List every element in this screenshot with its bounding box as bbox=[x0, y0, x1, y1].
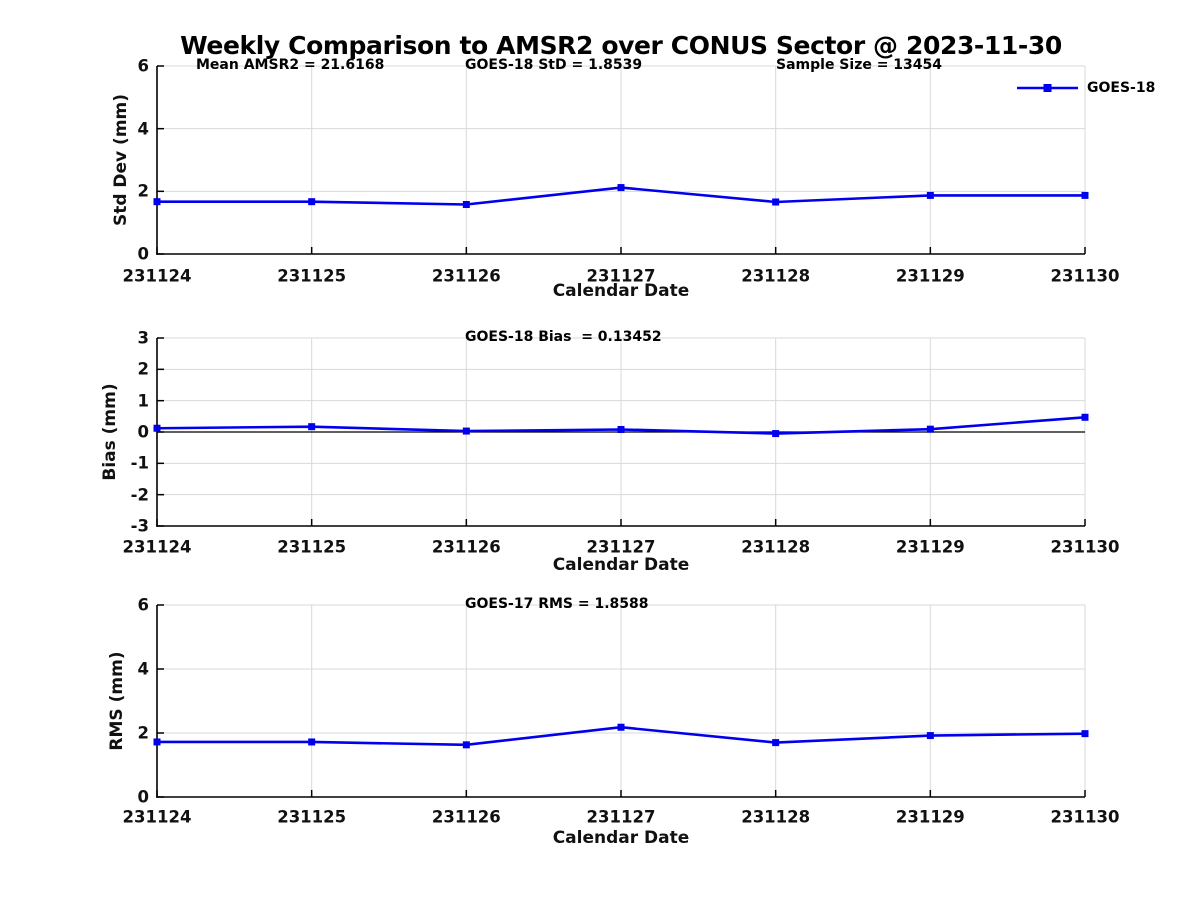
data-marker bbox=[926, 425, 934, 433]
x-tick-label: 231128 bbox=[741, 266, 811, 286]
x-tick-label: 231126 bbox=[431, 266, 501, 286]
x-tick-label: 231130 bbox=[1050, 807, 1120, 827]
x-tick-label: 231126 bbox=[431, 537, 501, 557]
data-marker bbox=[462, 741, 470, 749]
x-tick-label: 231128 bbox=[741, 807, 811, 827]
x-tick-label: 231125 bbox=[277, 807, 347, 827]
data-marker bbox=[462, 200, 470, 208]
y-tick-label: 2 bbox=[137, 359, 149, 379]
data-marker bbox=[617, 723, 625, 731]
annotation-goes18-std: GOES-18 StD = 1.8539 bbox=[465, 57, 643, 73]
data-marker bbox=[462, 427, 470, 435]
y-tick-label: -1 bbox=[130, 453, 149, 473]
annotation-sample-size: Sample Size = 13454 bbox=[776, 57, 943, 73]
x-tick-label: 231126 bbox=[431, 807, 501, 827]
x-tick-label: 231124 bbox=[122, 807, 192, 827]
x-tick-label: 231129 bbox=[895, 537, 965, 557]
y-tick-label: 0 bbox=[137, 787, 149, 807]
data-marker bbox=[617, 425, 625, 433]
y-axis-label-bias: Bias (mm) bbox=[100, 383, 120, 481]
x-tick-label: 231128 bbox=[741, 537, 811, 557]
x-axis-label-bias: Calendar Date bbox=[552, 555, 690, 575]
x-tick-label: 231130 bbox=[1050, 537, 1120, 557]
y-tick-label: 0 bbox=[137, 244, 149, 264]
x-tick-label: 231129 bbox=[895, 266, 965, 286]
y-tick-label: 4 bbox=[137, 659, 149, 679]
data-marker bbox=[1081, 413, 1089, 421]
y-tick-label: 1 bbox=[137, 391, 149, 411]
data-marker bbox=[1081, 730, 1089, 738]
x-tick-label: 231125 bbox=[277, 266, 347, 286]
data-marker bbox=[153, 198, 161, 206]
data-marker bbox=[308, 738, 316, 746]
data-marker bbox=[153, 424, 161, 432]
legend-sample-marker bbox=[1043, 84, 1052, 92]
y-axis-label-std-dev: Std Dev (mm) bbox=[111, 93, 131, 227]
x-tick-label: 231125 bbox=[277, 537, 347, 557]
x-axis-label-rms: Calendar Date bbox=[552, 828, 690, 848]
legend-label-goes18: GOES-18 bbox=[1087, 80, 1156, 96]
annotation-mean-amsr2: Mean AMSR2 = 21.6168 bbox=[196, 57, 385, 73]
x-tick-label: 231129 bbox=[895, 807, 965, 827]
y-tick-label: 0 bbox=[137, 422, 149, 442]
annotation-goes18-bias: GOES-18 Bias = 0.13452 bbox=[465, 329, 662, 345]
data-marker bbox=[308, 423, 316, 431]
data-marker bbox=[617, 184, 625, 192]
y-tick-label: 3 bbox=[137, 328, 149, 348]
y-tick-label: 6 bbox=[137, 56, 149, 76]
x-tick-label: 231124 bbox=[122, 266, 192, 286]
x-tick-label: 231127 bbox=[586, 266, 656, 286]
annotation-goes17-rms: GOES-17 RMS = 1.8588 bbox=[465, 596, 649, 612]
x-tick-label: 231124 bbox=[122, 537, 192, 557]
y-tick-label: 2 bbox=[137, 181, 149, 201]
x-tick-label: 231127 bbox=[586, 807, 656, 827]
x-tick-label: 231130 bbox=[1050, 266, 1120, 286]
data-marker bbox=[772, 198, 780, 206]
data-marker bbox=[926, 191, 934, 199]
data-marker bbox=[153, 738, 161, 746]
data-marker bbox=[1081, 191, 1089, 199]
y-tick-label: 6 bbox=[137, 595, 149, 615]
x-tick-label: 231127 bbox=[586, 537, 656, 557]
data-marker bbox=[772, 739, 780, 747]
data-marker bbox=[772, 430, 780, 438]
y-tick-label: 2 bbox=[137, 723, 149, 743]
x-axis-label-std-dev: Calendar Date bbox=[552, 281, 690, 301]
data-marker bbox=[308, 198, 316, 206]
y-tick-label: -2 bbox=[130, 485, 149, 505]
data-marker bbox=[926, 732, 934, 740]
figure-title: Weekly Comparison to AMSR2 over CONUS Se… bbox=[180, 31, 1062, 60]
y-axis-label-rms: RMS (mm) bbox=[107, 651, 127, 751]
y-tick-label: -3 bbox=[130, 516, 149, 536]
y-tick-label: 4 bbox=[137, 119, 149, 139]
